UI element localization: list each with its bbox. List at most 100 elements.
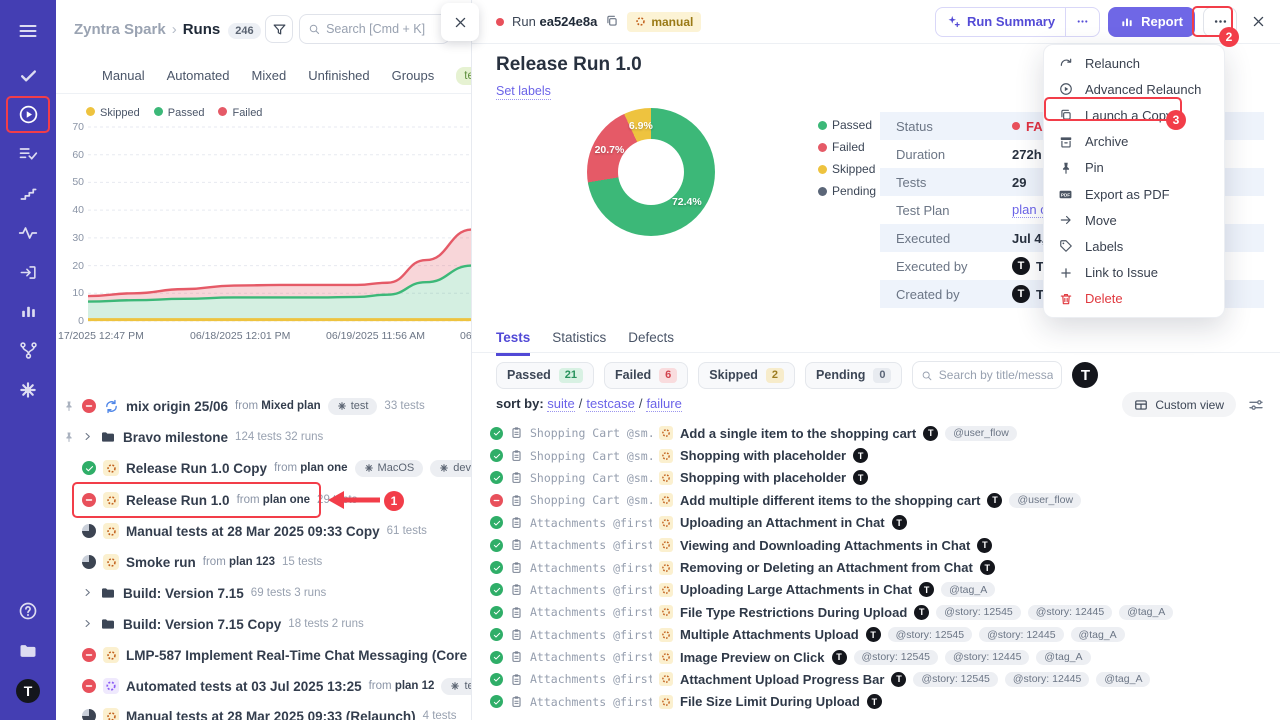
view-settings-sliders-icon[interactable] — [1248, 396, 1264, 414]
test-plan-link[interactable]: plan o — [1012, 202, 1048, 218]
run-row[interactable]: Manual tests at 28 Mar 2025 09:33 Copy 6… — [56, 516, 471, 546]
filter-failed[interactable]: Failed 6 — [604, 361, 689, 389]
help-icon[interactable] — [0, 596, 56, 626]
run-row[interactable]: Smoke run from plan 123 15 tests — [56, 547, 471, 577]
tab-automated[interactable]: Automated — [166, 68, 230, 83]
test-row[interactable]: Attachments @first Viewing and Downloadin… — [490, 534, 1274, 556]
tag-filter-chip[interactable]: tes — [456, 66, 471, 85]
close-run-detail-button[interactable] — [1251, 13, 1266, 31]
breadcrumb-project[interactable]: Zyntra Spark — [74, 21, 166, 38]
reports-bar-chart-icon[interactable] — [0, 296, 56, 326]
test-row[interactable]: Attachments @first Attachment Upload Prog… — [490, 668, 1274, 690]
run-row[interactable]: Manual tests at 28 Mar 2025 09:33 (Relau… — [56, 701, 471, 720]
test-cases-check-icon[interactable] — [0, 60, 56, 90]
test-row[interactable]: Shopping Cart @sm... Shopping with placeh… — [490, 444, 1274, 466]
menu-item-move[interactable]: Move — [1044, 207, 1224, 233]
menu-item-archive[interactable]: Archive — [1044, 129, 1224, 155]
chevron-right-icon[interactable] — [82, 584, 93, 602]
filter-passed[interactable]: Passed 21 — [496, 361, 595, 389]
run-group-row[interactable]: Bravo milestone 124 tests 32 runs — [56, 422, 471, 452]
filter-pending[interactable]: Pending 0 — [805, 361, 903, 389]
runs-search-input[interactable] — [326, 22, 441, 36]
tab-tests[interactable]: Tests — [496, 330, 531, 356]
test-title[interactable]: Uploading an Attachment in Chat — [680, 515, 885, 531]
test-row[interactable]: Attachments @first Image Preview on Click… — [490, 646, 1274, 668]
menu-icon[interactable] — [0, 16, 56, 46]
legend-skipped: Skipped — [818, 162, 876, 176]
test-row[interactable]: Shopping Cart @sm... Add a single item to… — [490, 422, 1274, 444]
test-title[interactable]: Add a single item to the shopping cart — [680, 425, 917, 441]
test-row[interactable]: Attachments @first File Size Limit During… — [490, 691, 1274, 713]
set-labels-link[interactable]: Set labels — [496, 84, 551, 100]
run-row[interactable]: Automated tests at 03 Jul 2025 13:25 fro… — [56, 671, 471, 701]
list-check-icon[interactable] — [0, 139, 56, 169]
custom-view-button[interactable]: Custom view — [1122, 392, 1236, 417]
steps-icon[interactable] — [0, 178, 56, 208]
test-row[interactable]: Attachments @first Multiple Attachments U… — [490, 624, 1274, 646]
tab-mixed[interactable]: Mixed — [251, 68, 287, 83]
test-title[interactable]: Removing or Deleting an Attachment from … — [680, 560, 973, 576]
menu-item-link-to-issue[interactable]: Link to Issue — [1044, 260, 1224, 286]
test-row[interactable]: Attachments @first Uploading an Attachmen… — [490, 512, 1274, 534]
env-chip[interactable]: dev — [430, 459, 471, 477]
run-summary-button[interactable]: Run Summary — [934, 6, 1101, 37]
milestones-branch-icon[interactable] — [0, 335, 56, 365]
menu-item-launch-a-copy[interactable]: Launch a Copy — [1044, 102, 1224, 128]
test-title[interactable]: Image Preview on Click — [680, 649, 825, 665]
env-chip[interactable]: MacOS — [354, 459, 424, 477]
menu-item-relaunch[interactable]: Relaunch — [1044, 50, 1224, 76]
test-row[interactable]: Shopping Cart @sm... Shopping with placeh… — [490, 467, 1274, 489]
sort-testcase-link[interactable]: testcase — [586, 396, 635, 412]
sort-suite-link[interactable]: suite — [547, 396, 575, 412]
run-row[interactable]: mix origin 25/06 from Mixed plan test 33… — [56, 391, 471, 421]
run-row[interactable]: Release Run 1.0 Copy from plan one MacOS… — [56, 453, 471, 483]
test-row[interactable]: Attachments @first File Type Restrictions… — [490, 601, 1274, 623]
run-summary-more-button[interactable] — [1066, 8, 1099, 36]
sign-in-icon[interactable] — [0, 257, 56, 287]
workspace-avatar[interactable]: T — [0, 676, 56, 706]
menu-item-export-as-pdf[interactable]: Export as PDF — [1044, 181, 1224, 207]
menu-item-delete[interactable]: Delete — [1044, 286, 1224, 312]
run-row-release-run-1-0[interactable]: Release Run 1.0 from plan one 29 tests — [56, 485, 471, 515]
tab-defects[interactable]: Defects — [628, 330, 675, 345]
test-title[interactable]: Viewing and Downloading Attachments in C… — [680, 537, 971, 553]
run-row[interactable]: LMP-587 Implement Real-Time Chat Messagi… — [56, 640, 471, 670]
tab-manual[interactable]: Manual — [102, 68, 145, 83]
tab-groups[interactable]: Groups — [391, 68, 435, 83]
run-group-row[interactable]: Build: Version 7.15 Copy 18 tests 2 runs — [56, 609, 471, 639]
tests-search-input[interactable] — [938, 368, 1054, 382]
test-title[interactable]: File Size Limit During Upload — [680, 694, 860, 710]
run-group-row[interactable]: Build: Version 7.15 69 tests 3 runs — [56, 578, 471, 608]
copy-run-id-icon[interactable] — [605, 13, 619, 31]
test-title[interactable]: Attachment Upload Progress Bar — [680, 671, 885, 687]
assignee-avatar[interactable]: T — [1072, 362, 1099, 388]
test-row[interactable]: Shopping Cart @sm... Add multiple differe… — [490, 489, 1274, 511]
env-chip[interactable]: test — [441, 677, 471, 695]
sort-failure-link[interactable]: failure — [646, 396, 682, 412]
menu-item-pin[interactable]: Pin — [1044, 155, 1224, 181]
filter-skipped[interactable]: Skipped 2 — [698, 361, 796, 389]
test-row[interactable]: Attachments @first Removing or Deleting a… — [490, 556, 1274, 578]
test-title[interactable]: Shopping with placeholder — [680, 448, 847, 464]
tab-unfinished[interactable]: Unfinished — [308, 68, 370, 83]
test-row[interactable]: Attachments @first Uploading Large Attach… — [490, 579, 1274, 601]
chevron-right-icon[interactable] — [82, 428, 93, 446]
projects-folder-icon[interactable] — [0, 636, 56, 666]
settings-gear-icon[interactable] — [0, 375, 56, 405]
report-button[interactable]: Report — [1108, 6, 1195, 37]
status-failed-icon — [82, 493, 96, 507]
test-title[interactable]: Uploading Large Attachments in Chat — [680, 582, 913, 598]
test-title[interactable]: Add multiple different items to the shop… — [680, 492, 981, 508]
activity-pulse-icon[interactable] — [0, 218, 56, 248]
test-title[interactable]: Shopping with placeholder — [680, 470, 847, 486]
tab-statistics[interactable]: Statistics — [552, 330, 607, 345]
filter-button[interactable] — [265, 15, 293, 43]
test-title[interactable]: File Type Restrictions During Upload — [680, 604, 908, 620]
env-chip[interactable]: test — [327, 397, 378, 415]
panel-close-button[interactable] — [441, 3, 479, 41]
runs-play-circle-icon[interactable] — [0, 99, 56, 129]
test-title[interactable]: Multiple Attachments Upload — [680, 627, 859, 643]
menu-item-advanced-relaunch[interactable]: Advanced Relaunch — [1044, 76, 1224, 102]
menu-item-labels[interactable]: Labels — [1044, 233, 1224, 259]
chevron-right-icon[interactable] — [82, 615, 93, 633]
